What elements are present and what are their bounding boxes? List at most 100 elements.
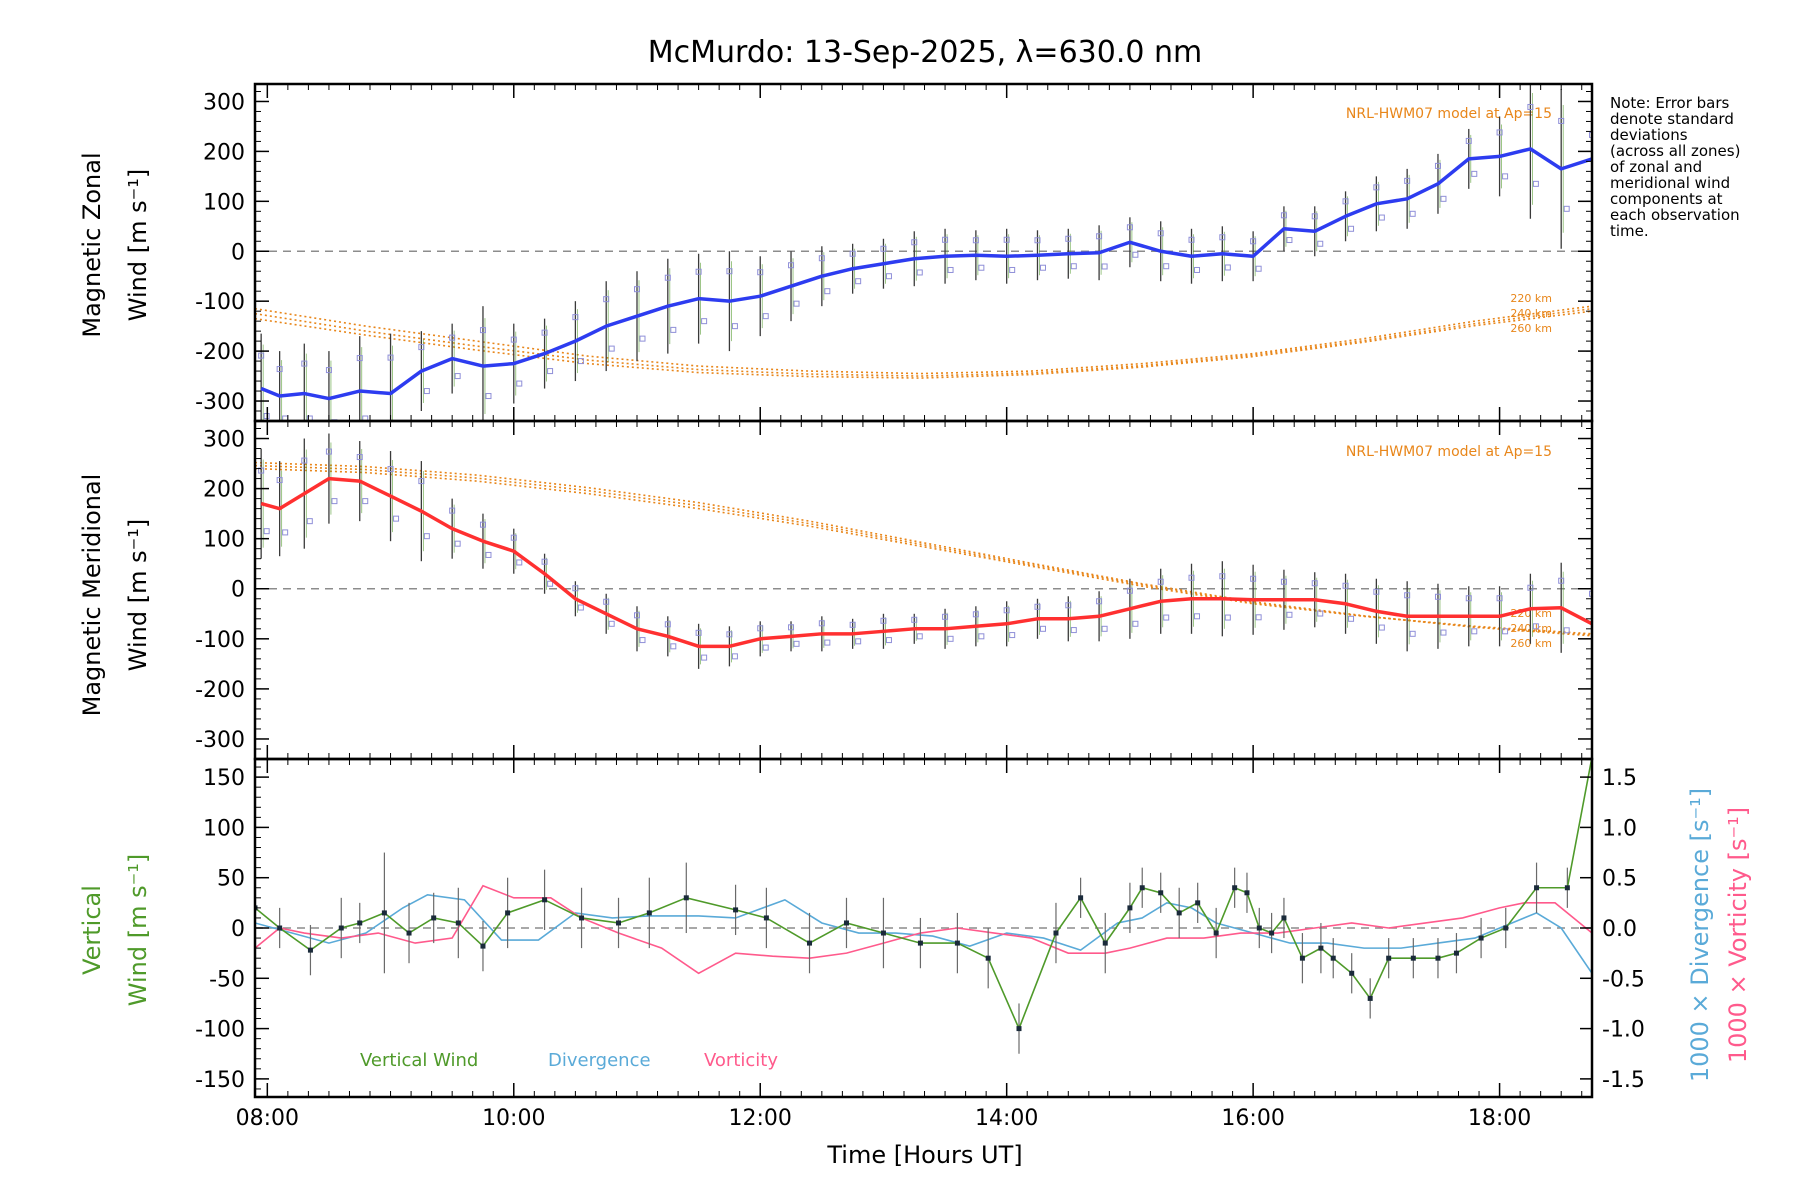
zone-sample bbox=[788, 624, 795, 631]
x-tick-label: 08:00 bbox=[236, 1106, 299, 1131]
zone-sample bbox=[731, 323, 738, 330]
model-curve-220km bbox=[255, 305, 1592, 375]
model-altitude-label: 260 km bbox=[1510, 637, 1552, 650]
legend-vertical-wind: Vertical Wind bbox=[360, 1050, 478, 1071]
zone-sample bbox=[634, 612, 640, 619]
vertical-wind-point bbox=[1299, 955, 1305, 961]
zone-sample bbox=[1342, 582, 1349, 589]
zone-sample bbox=[1157, 578, 1164, 585]
zone-sample bbox=[1595, 176, 1600, 181]
vertical-wind-point bbox=[763, 915, 769, 921]
zone-sample bbox=[258, 352, 265, 359]
zone-sample bbox=[885, 637, 892, 644]
note-line: time. bbox=[1610, 222, 1649, 240]
zone-sample bbox=[306, 415, 313, 421]
zone-sample bbox=[454, 373, 461, 380]
right-tick-label: 0.5 bbox=[1602, 867, 1637, 892]
vertical-wind-point bbox=[646, 910, 652, 916]
zone-sample bbox=[387, 466, 394, 473]
vertical-wind-point bbox=[455, 920, 461, 926]
zone-sample bbox=[942, 236, 949, 243]
zone-sample bbox=[942, 613, 949, 620]
model-altitude-label: 240 km bbox=[1510, 307, 1552, 320]
zone-sample bbox=[726, 631, 733, 638]
zone-sample bbox=[1003, 236, 1010, 243]
zone-sample bbox=[1250, 575, 1257, 582]
zone-sample bbox=[670, 326, 677, 333]
zone-sample bbox=[1434, 162, 1441, 169]
vertical-wind-point bbox=[1349, 970, 1355, 976]
y-tick-label: -50 bbox=[209, 967, 245, 992]
zone-sample bbox=[1409, 210, 1416, 217]
zone-sample bbox=[1003, 607, 1010, 614]
vertical-wind-point bbox=[1127, 905, 1133, 911]
vertical-wind-point bbox=[431, 915, 437, 921]
x-tick-label: 16:00 bbox=[1221, 1106, 1284, 1131]
zone-sample bbox=[1595, 646, 1600, 651]
zone-sample bbox=[387, 354, 394, 361]
y-tick-label: -100 bbox=[195, 290, 245, 315]
right-tick-label: -1.5 bbox=[1602, 1068, 1645, 1093]
zone-sample bbox=[1532, 180, 1539, 187]
meridional-wind-panel: Magnetic Meridional Wind [m s⁻¹] NRL-HWM… bbox=[78, 419, 1600, 761]
plot-area bbox=[255, 433, 1600, 674]
zone-sample bbox=[695, 629, 702, 636]
zonal-model-altitudes: 220 km 240 km 260 km bbox=[1510, 292, 1552, 335]
zonal-ylabel-line1: Magnetic Zonal bbox=[78, 152, 106, 337]
zone-sample bbox=[1132, 620, 1139, 627]
vertical-wind-point bbox=[381, 910, 387, 916]
model-curve-240km bbox=[255, 307, 1592, 377]
panel-frame bbox=[253, 419, 1594, 761]
vertical-wind-point bbox=[985, 955, 991, 961]
y-tick-label: 50 bbox=[217, 867, 245, 892]
vertical-wind-point bbox=[1102, 940, 1108, 946]
vertical-wind-point bbox=[1453, 950, 1459, 956]
zone-sample bbox=[1342, 198, 1349, 205]
plot-area bbox=[255, 84, 1600, 421]
right-tick-label: 0.0 bbox=[1602, 917, 1637, 942]
zone-sample bbox=[1373, 588, 1380, 595]
zone-sample bbox=[1496, 129, 1503, 136]
vorticity-axis-label: 1000 × Vorticity [s⁻¹] bbox=[1724, 807, 1752, 1063]
vertical-wind-point bbox=[1281, 915, 1287, 921]
vertical-wind-point bbox=[954, 940, 960, 946]
x-tick-label: 12:00 bbox=[729, 1106, 792, 1131]
zone-sample bbox=[1471, 628, 1478, 635]
vertical-wind-point bbox=[1256, 925, 1262, 931]
note-line: denote standard bbox=[1610, 110, 1734, 128]
zone-sample bbox=[1558, 577, 1565, 584]
vertical-wind-point bbox=[277, 925, 283, 931]
zone-sample bbox=[282, 529, 289, 536]
zone-sample bbox=[916, 269, 923, 276]
zone-sample bbox=[762, 644, 769, 651]
zone-sample bbox=[1311, 213, 1318, 220]
zone-sample bbox=[824, 288, 831, 295]
vertical-wind-panel: Vertical Wind [m s⁻¹] 1000 × Divergence … bbox=[78, 757, 1752, 1099]
zone-sample bbox=[1065, 602, 1072, 609]
vertical-wind-point bbox=[1232, 885, 1238, 891]
zone-sample bbox=[701, 318, 708, 325]
zone-sample bbox=[1188, 574, 1195, 581]
vertical-wind-point bbox=[683, 895, 689, 901]
vertical-wind-point bbox=[616, 920, 622, 926]
zone-sample bbox=[331, 419, 338, 421]
zone-sample bbox=[1404, 592, 1411, 599]
meridional-ylabel-line2: Wind [m s⁻¹] bbox=[124, 519, 152, 671]
zone-sample bbox=[362, 498, 369, 505]
plot-area bbox=[255, 759, 1592, 1054]
zone-sample bbox=[1039, 625, 1046, 632]
vertical-wind-point bbox=[807, 940, 813, 946]
zone-sample bbox=[1280, 212, 1287, 219]
zone-sample bbox=[325, 448, 332, 455]
zone-sample bbox=[325, 367, 332, 374]
chart-title: McMurdo: 13-Sep-2025, λ=630.0 nm bbox=[648, 35, 1202, 70]
vertical-wind-point bbox=[1139, 885, 1145, 891]
zone-sample bbox=[331, 498, 338, 505]
zone-sample bbox=[516, 380, 523, 387]
zone-sample bbox=[603, 598, 610, 605]
zone-sample bbox=[757, 625, 764, 632]
right-tick-label: 1.5 bbox=[1602, 766, 1637, 791]
legend-divergence: Divergence bbox=[548, 1050, 651, 1071]
zone-sample bbox=[793, 640, 800, 647]
